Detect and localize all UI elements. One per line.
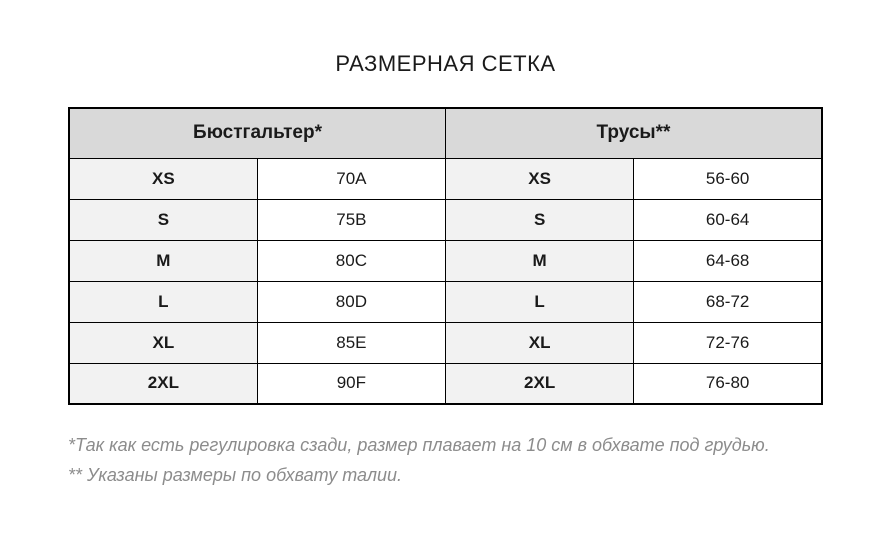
panties-size-cell: L bbox=[444, 280, 635, 323]
bra-size-cell: 2XL bbox=[68, 362, 258, 405]
bra-header: Бюстгальтер* bbox=[68, 107, 446, 159]
panties-value-cell: 76-80 bbox=[633, 362, 823, 405]
table-row: 2XL 90F 2XL 76-80 bbox=[68, 362, 823, 405]
bra-value-cell: 85E bbox=[256, 321, 447, 364]
footnotes: *Так как есть регулировка сзади, размер … bbox=[68, 431, 858, 490]
bra-size-cell: M bbox=[68, 239, 258, 282]
bra-value-cell: 80D bbox=[256, 280, 447, 323]
panties-value-cell: 56-60 bbox=[633, 157, 823, 200]
table-row: S 75B S 60-64 bbox=[68, 198, 823, 241]
page-title: РАЗМЕРНАЯ СЕТКА bbox=[335, 51, 556, 76]
table-header-row: Бюстгальтер* Трусы** bbox=[68, 107, 823, 159]
table-row: M 80C M 64-68 bbox=[68, 239, 823, 282]
size-table: Бюстгальтер* Трусы** XS 70A XS 56-60 S 7… bbox=[68, 107, 823, 405]
panties-size-cell: S bbox=[444, 198, 635, 241]
panties-value-cell: 64-68 bbox=[633, 239, 823, 282]
panties-value-cell: 60-64 bbox=[633, 198, 823, 241]
table-row: XS 70A XS 56-60 bbox=[68, 157, 823, 200]
footnote-bra: *Так как есть регулировка сзади, размер … bbox=[68, 435, 770, 455]
panties-value-cell: 68-72 bbox=[633, 280, 823, 323]
bra-size-cell: L bbox=[68, 280, 258, 323]
bra-value-cell: 75B bbox=[256, 198, 447, 241]
panties-size-cell: XS bbox=[444, 157, 635, 200]
panties-value-cell: 72-76 bbox=[633, 321, 823, 364]
table-row: L 80D L 68-72 bbox=[68, 280, 823, 323]
bra-size-cell: S bbox=[68, 198, 258, 241]
bra-value-cell: 70A bbox=[256, 157, 447, 200]
bra-value-cell: 80C bbox=[256, 239, 447, 282]
panties-header: Трусы** bbox=[445, 107, 823, 159]
bra-value-cell: 90F bbox=[256, 362, 447, 405]
bra-size-cell: XS bbox=[68, 157, 258, 200]
bra-size-cell: XL bbox=[68, 321, 258, 364]
panties-size-cell: 2XL bbox=[444, 362, 635, 405]
footnote-panties: ** Указаны размеры по обхвату талии. bbox=[68, 464, 402, 485]
panties-size-cell: XL bbox=[444, 321, 635, 364]
panties-size-cell: M bbox=[444, 239, 635, 282]
table-row: XL 85E XL 72-76 bbox=[68, 321, 823, 364]
